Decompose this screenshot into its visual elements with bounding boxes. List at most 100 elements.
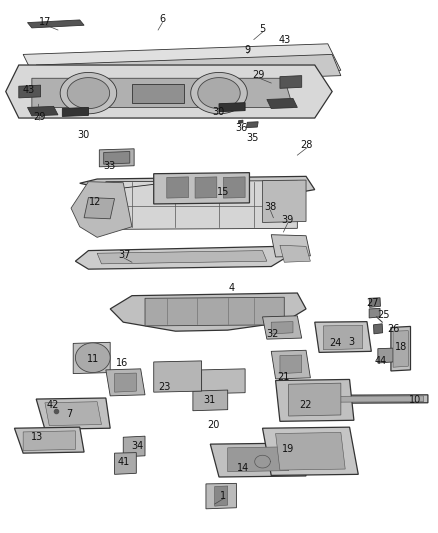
Text: 6: 6	[159, 14, 166, 25]
Text: 26: 26	[387, 324, 399, 334]
Text: 44: 44	[375, 356, 387, 366]
Text: 20: 20	[208, 419, 220, 430]
Polygon shape	[315, 321, 371, 352]
Text: 9: 9	[245, 45, 251, 55]
Polygon shape	[14, 427, 84, 453]
Text: 43: 43	[279, 35, 291, 45]
Polygon shape	[239, 120, 243, 123]
Polygon shape	[97, 251, 267, 264]
Polygon shape	[262, 427, 358, 475]
Polygon shape	[154, 173, 250, 204]
Polygon shape	[198, 78, 240, 109]
Text: 32: 32	[266, 329, 278, 340]
Text: 28: 28	[301, 140, 313, 150]
Text: 19: 19	[282, 445, 294, 455]
Polygon shape	[154, 361, 201, 392]
Polygon shape	[110, 293, 306, 331]
Text: 7: 7	[66, 409, 72, 419]
Polygon shape	[280, 355, 302, 374]
Text: 11: 11	[87, 354, 99, 364]
Text: 42: 42	[46, 400, 59, 410]
Polygon shape	[99, 149, 134, 167]
Polygon shape	[228, 447, 289, 472]
Polygon shape	[215, 486, 228, 506]
Polygon shape	[267, 99, 297, 109]
Polygon shape	[67, 78, 110, 109]
Polygon shape	[391, 326, 410, 371]
Text: 30: 30	[77, 130, 89, 140]
Text: 24: 24	[329, 338, 342, 349]
Text: 29: 29	[252, 70, 265, 79]
Polygon shape	[75, 343, 110, 373]
Text: 27: 27	[366, 297, 378, 308]
Text: 43: 43	[22, 85, 35, 95]
Polygon shape	[247, 122, 258, 127]
Polygon shape	[106, 181, 297, 229]
Text: 3: 3	[349, 337, 355, 347]
Polygon shape	[276, 432, 345, 470]
Polygon shape	[271, 235, 311, 257]
Polygon shape	[115, 373, 136, 392]
Polygon shape	[123, 436, 145, 457]
Text: 33: 33	[103, 161, 116, 171]
Text: 1: 1	[220, 490, 226, 500]
Polygon shape	[378, 348, 393, 363]
Text: 41: 41	[118, 457, 130, 466]
Polygon shape	[23, 431, 75, 450]
Text: 25: 25	[377, 310, 390, 320]
Text: 5: 5	[259, 24, 266, 34]
Polygon shape	[262, 316, 302, 339]
Text: 14: 14	[237, 463, 249, 473]
Polygon shape	[132, 84, 184, 103]
Polygon shape	[73, 342, 110, 374]
Polygon shape	[60, 72, 117, 114]
Polygon shape	[36, 398, 110, 429]
Text: 29: 29	[33, 112, 46, 122]
Polygon shape	[319, 396, 424, 402]
Polygon shape	[393, 330, 408, 367]
Polygon shape	[280, 76, 302, 88]
Polygon shape	[145, 297, 284, 326]
Polygon shape	[369, 309, 380, 318]
Text: 38: 38	[264, 202, 276, 212]
Text: 21: 21	[277, 372, 290, 382]
Polygon shape	[32, 78, 293, 108]
Text: 35: 35	[247, 133, 259, 143]
Polygon shape	[28, 107, 58, 116]
Polygon shape	[271, 321, 293, 334]
Polygon shape	[36, 54, 341, 86]
Text: 13: 13	[31, 432, 43, 442]
Polygon shape	[201, 369, 245, 394]
Polygon shape	[75, 246, 289, 269]
Text: 36: 36	[236, 123, 248, 133]
Text: 18: 18	[395, 342, 407, 352]
Polygon shape	[19, 85, 41, 98]
Text: 16: 16	[116, 358, 128, 368]
Polygon shape	[289, 383, 341, 416]
Text: 34: 34	[131, 441, 143, 451]
Polygon shape	[115, 453, 136, 474]
Text: 15: 15	[217, 187, 230, 197]
Polygon shape	[276, 379, 354, 421]
Text: 17: 17	[39, 17, 51, 27]
Text: 37: 37	[118, 250, 131, 260]
Polygon shape	[280, 245, 311, 262]
Polygon shape	[167, 177, 188, 198]
Polygon shape	[71, 182, 132, 237]
Polygon shape	[262, 180, 306, 222]
Text: 10: 10	[409, 395, 421, 405]
Polygon shape	[84, 198, 115, 219]
Polygon shape	[369, 298, 381, 308]
Polygon shape	[106, 369, 145, 396]
Text: 22: 22	[299, 400, 311, 410]
Polygon shape	[206, 483, 237, 509]
Polygon shape	[45, 402, 102, 425]
Polygon shape	[374, 324, 383, 334]
Text: 31: 31	[203, 395, 215, 405]
Polygon shape	[80, 176, 315, 195]
Polygon shape	[323, 325, 363, 350]
Polygon shape	[195, 177, 217, 198]
Polygon shape	[62, 108, 88, 116]
Polygon shape	[210, 443, 306, 477]
Text: 12: 12	[89, 197, 101, 207]
